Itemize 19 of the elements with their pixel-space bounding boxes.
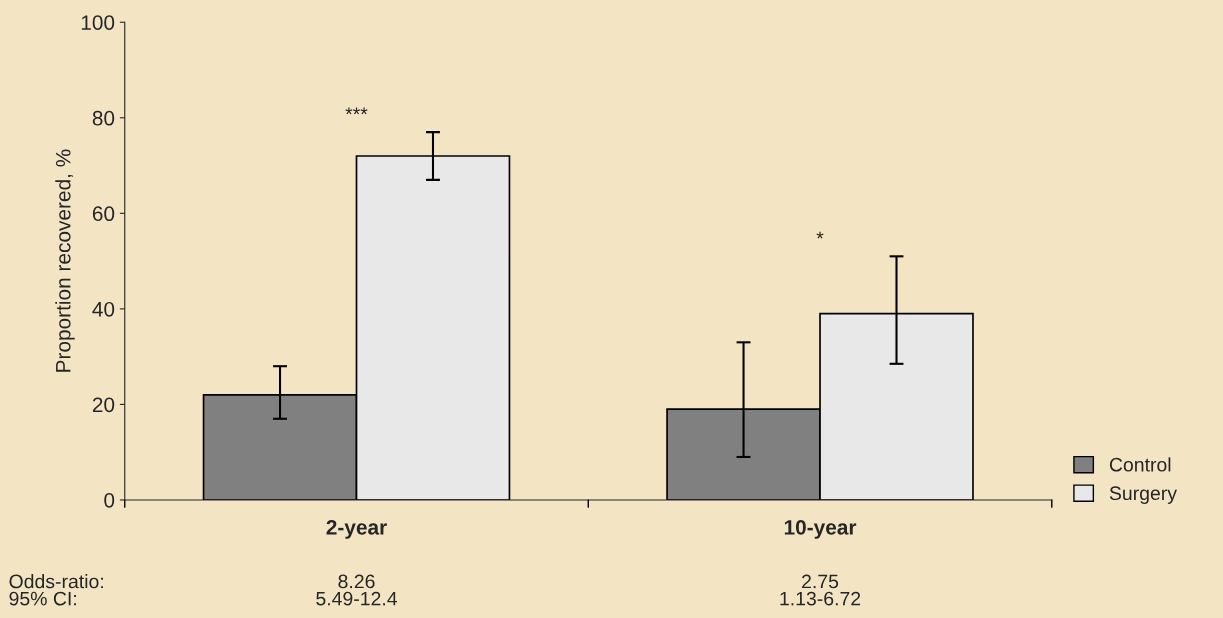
y-tick-label: 60 [92, 206, 115, 222]
x-tick-label: 2-year [326, 519, 387, 539]
y-tick-label: 80 [92, 110, 115, 126]
legend-label: Surgery [1109, 486, 1177, 504]
y-tick-label: 100 [81, 15, 115, 30]
y-tick-label: 0 [104, 492, 115, 508]
text: 8.26 [338, 574, 375, 589]
y-tick-label: 20 [92, 397, 115, 413]
legend-label: Control [1109, 457, 1171, 472]
text: 5.49-12.4 [316, 591, 398, 606]
text: 1.13-6.72 [780, 591, 861, 606]
text: 2.75 [802, 574, 839, 589]
x-tick-label: 10-year [784, 519, 857, 539]
annotation: * [816, 231, 824, 239]
text: 95% CI: [9, 591, 76, 606]
annotation: *** [345, 107, 368, 115]
y-axis-title: Proportion recovered, % [55, 149, 75, 372]
y-tick-label: 40 [92, 301, 115, 317]
text: Odds-ratio: [9, 574, 103, 589]
